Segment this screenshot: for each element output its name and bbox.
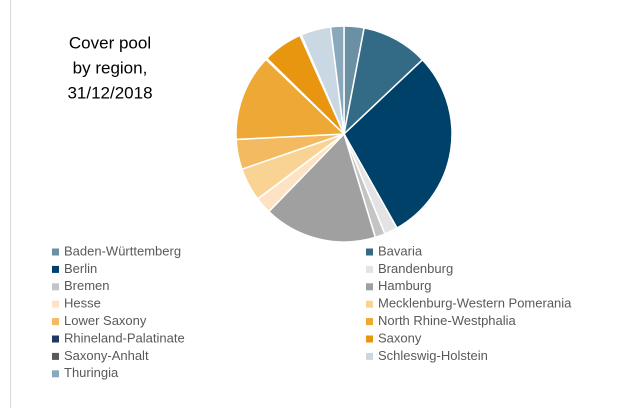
legend-swatch xyxy=(366,265,373,273)
legend-swatch xyxy=(366,318,373,326)
legend-swatch xyxy=(52,335,59,343)
legend-swatch xyxy=(366,283,373,291)
legend-label: Brandenburg xyxy=(378,261,453,276)
legend-label: Thuringia xyxy=(64,365,119,380)
legend-label: Berlin xyxy=(64,261,97,276)
legend-swatch xyxy=(366,300,373,308)
title-line: by region, xyxy=(73,58,148,77)
legend-label: Bremen xyxy=(64,278,110,293)
legend-swatch xyxy=(52,283,59,291)
legend-label: Rhineland-Palatinate xyxy=(64,330,185,345)
legend: Baden-Württemberg Bavaria Berlin Brandenbur… xyxy=(52,243,572,380)
legend-label: Mecklenburg-Western Pomerania xyxy=(378,296,572,311)
legend-label: Saxony xyxy=(378,330,422,345)
legend-swatch xyxy=(52,265,59,273)
legend-swatch xyxy=(52,318,59,326)
legend-swatch xyxy=(52,248,59,256)
legend-swatch xyxy=(366,248,373,256)
title-line: 31/12/2018 xyxy=(67,83,152,102)
legend-label: Baden-Württemberg xyxy=(64,243,181,258)
legend-swatch xyxy=(366,352,373,360)
legend-label: Hesse xyxy=(64,296,101,311)
legend-swatch xyxy=(52,300,59,308)
legend-swatch xyxy=(52,370,59,378)
chart-title: Cover pool by region, 31/12/2018 xyxy=(67,33,152,102)
pie-slice xyxy=(235,58,346,141)
legend-swatch xyxy=(366,335,373,343)
pie-slice xyxy=(329,25,345,135)
pie xyxy=(235,25,453,243)
legend-label: Bavaria xyxy=(378,243,423,258)
legend-label: Hamburg xyxy=(378,278,431,293)
legend-label: Saxony-Anhalt xyxy=(64,348,149,363)
legend-label: Lower Saxony xyxy=(64,313,147,328)
legend-label: Schleswig-Holstein xyxy=(378,348,488,363)
title-line: Cover pool xyxy=(69,33,151,52)
pie-slice xyxy=(267,132,377,243)
pie-slice xyxy=(343,58,453,230)
legend-label: North Rhine-Westphalia xyxy=(378,313,517,328)
legend-swatch xyxy=(52,352,59,360)
